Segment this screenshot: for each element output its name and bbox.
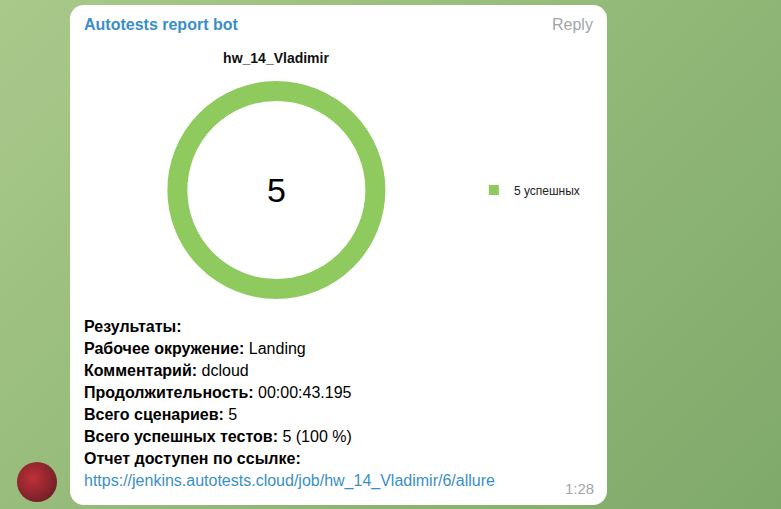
html-text:Reply: Reply [552, 16, 593, 33]
html-text:Всего успешных тестов: 5 (100: Всего успешных тестов: 5 (100 %) [84, 428, 352, 445]
html-text:Всего сценариев: 5: Всего сценариев: 5 [84, 406, 238, 423]
svg-text:hw_14_Vladimir: hw_14_Vladimir [223, 50, 329, 66]
html-text:https://jenkins.autotests.clou: https://jenkins.autotests.cloud/job/hw_1… [84, 472, 495, 489]
html-text:Комментарий: dcloud: Комментарий: dcloud [84, 362, 249, 379]
html-text:Результаты:: Результаты: [84, 318, 182, 335]
svg-text:5 успешных: 5 успешных [514, 184, 580, 198]
html-text:Рабочее окружение: Landing: Рабочее окружение: Landing [84, 340, 306, 357]
html-text:Отчет доступен по ссылке:: Отчет доступен по ссылке: [84, 450, 301, 467]
html-text:Autotests report bot: Autotests report bot [84, 16, 238, 33]
html-text:Продолжительность: 00:00:43.19: Продолжительность: 00:00:43.195 [84, 384, 352, 401]
svg-text:5: 5 [267, 171, 286, 209]
html-text:1:28: 1:28 [565, 480, 595, 497]
